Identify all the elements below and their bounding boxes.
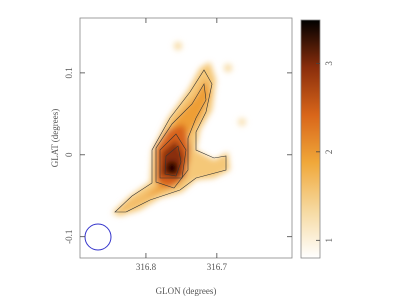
colorbar-tick-label: 2 <box>324 150 334 155</box>
plot-frame <box>79 17 293 259</box>
y-axis-label: GLAT (degrees) <box>50 109 60 168</box>
y-tick-label: 0.1 <box>64 67 74 78</box>
emission-map <box>112 42 246 216</box>
colorbar <box>300 19 321 259</box>
colorbar-tick-label: 3 <box>324 61 334 66</box>
y-tick-label: -0.1 <box>64 230 74 244</box>
x-tick-label: 316.7 <box>207 262 228 272</box>
x-tick-label: 316.8 <box>136 262 157 272</box>
x-axis-label: GLON (degrees) <box>156 286 217 296</box>
beam <box>84 223 112 251</box>
colorbar-tick-label: 1 <box>324 238 334 243</box>
y-tick-label: 0 <box>64 152 74 157</box>
